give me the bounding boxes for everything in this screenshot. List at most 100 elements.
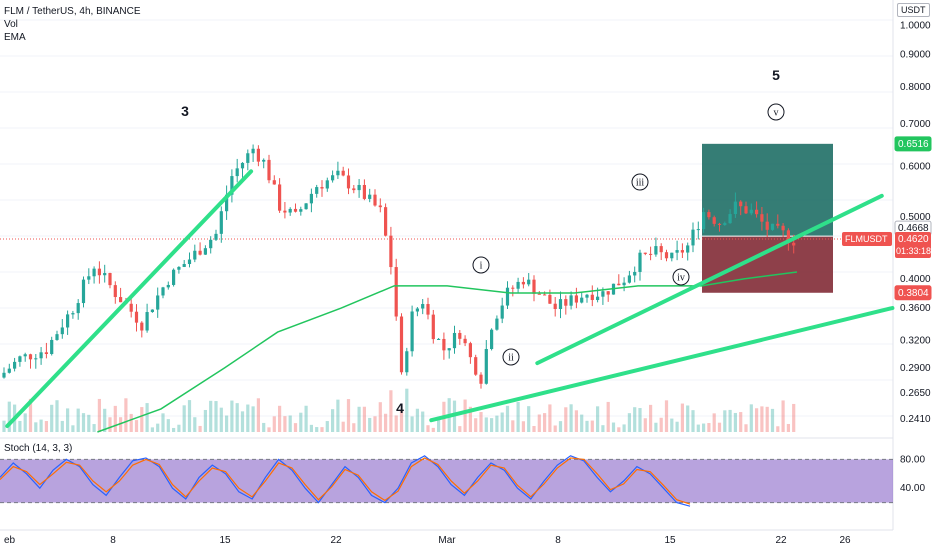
volume-bar xyxy=(103,408,107,432)
wave-circle xyxy=(631,173,649,191)
candle-body xyxy=(452,332,457,349)
candle-body xyxy=(664,252,669,259)
trendline xyxy=(429,306,895,423)
candle-body xyxy=(765,221,769,230)
volume-bar xyxy=(596,406,600,432)
stoch-k-line xyxy=(0,455,691,507)
candle-body xyxy=(39,352,43,359)
y-tick-label: 1.0000 xyxy=(900,20,931,31)
candle-body xyxy=(723,223,727,225)
volume-bar xyxy=(23,413,27,432)
candle-body xyxy=(150,309,154,313)
currency-button[interactable]: USDT xyxy=(897,3,930,17)
volume-bar xyxy=(399,410,404,432)
candle-body xyxy=(288,208,292,213)
stoch-legend: Stoch (14, 3, 3) xyxy=(4,443,73,454)
wave-circle xyxy=(502,348,520,366)
volume-bar xyxy=(765,406,769,432)
candle-body xyxy=(315,187,319,194)
candle-body xyxy=(521,281,525,285)
volume-bar xyxy=(723,410,727,432)
volume-bar xyxy=(225,415,229,432)
volume-bar xyxy=(664,400,669,432)
volume-bar xyxy=(500,412,504,432)
volume-bar xyxy=(601,425,605,432)
volume-bar xyxy=(362,406,366,432)
volume-bar xyxy=(495,415,499,432)
volume-bar xyxy=(198,425,202,432)
candle-body xyxy=(119,297,123,303)
candle-body xyxy=(214,233,218,240)
candle-body xyxy=(140,322,144,331)
volume-bar xyxy=(617,427,621,432)
candle-body xyxy=(44,352,48,354)
volume-bar xyxy=(564,407,568,432)
candle-body xyxy=(484,349,488,384)
volume-bar xyxy=(187,400,192,432)
y-tick-label: 0.5000 xyxy=(900,212,931,223)
candle-body xyxy=(13,361,17,369)
volume-bar xyxy=(325,421,329,432)
volume-bar xyxy=(527,406,531,432)
candle-body xyxy=(55,334,59,340)
candle-body xyxy=(421,304,425,309)
candle-body xyxy=(405,351,409,373)
candle-body xyxy=(357,184,361,191)
volume-bar xyxy=(113,405,117,432)
candle-body xyxy=(569,295,573,306)
volume-bar xyxy=(702,423,706,432)
candle-body xyxy=(463,338,467,344)
wave-label: 5 xyxy=(772,67,780,83)
candle-body xyxy=(134,311,139,323)
volume-bar xyxy=(87,414,91,432)
candle-body xyxy=(384,207,388,236)
volume-bar xyxy=(776,426,780,432)
candle-body xyxy=(2,372,6,378)
volume-bar xyxy=(304,405,308,432)
volume-bar xyxy=(712,413,716,432)
ema-legend: EMA xyxy=(4,32,26,43)
candle-body xyxy=(675,250,679,253)
volume-bar xyxy=(124,398,128,432)
candle-body xyxy=(505,287,510,306)
volume-bar xyxy=(60,420,64,432)
volume-bar xyxy=(421,411,425,432)
volume-bar xyxy=(150,427,154,432)
volume-bar xyxy=(733,412,737,432)
wave-circle xyxy=(672,268,690,286)
volume-bar xyxy=(537,414,541,432)
volume-bar xyxy=(717,422,722,432)
candle-body xyxy=(633,271,637,276)
volume-bar xyxy=(622,424,626,432)
volume-bar xyxy=(315,427,319,432)
price-tag-text: 0.3804 xyxy=(898,288,929,299)
volume-bar xyxy=(18,420,22,432)
candle-body xyxy=(81,279,86,304)
stoch-y-label: 40.00 xyxy=(900,483,925,494)
volume-bar xyxy=(278,405,282,432)
candle-body xyxy=(166,284,170,288)
candle-body xyxy=(92,268,96,277)
candle-body xyxy=(458,332,462,339)
x-tick-label: 8 xyxy=(110,535,116,546)
candle-body xyxy=(156,295,160,310)
volume-bar xyxy=(431,427,435,432)
candle-body xyxy=(574,295,578,303)
candle-body xyxy=(262,159,266,162)
candle-body xyxy=(235,168,239,177)
candle-body xyxy=(320,187,324,189)
candle-body xyxy=(283,210,287,213)
volume-bar xyxy=(670,418,674,432)
candle-body xyxy=(702,212,706,230)
volume-bar xyxy=(389,390,393,432)
candle-body xyxy=(336,170,340,176)
wave-circle xyxy=(767,103,785,121)
candle-body xyxy=(97,268,101,276)
wave-sublabel: iv xyxy=(677,273,685,284)
volume-bar xyxy=(140,407,144,432)
volume-bar xyxy=(490,418,494,432)
candle-body xyxy=(240,162,245,169)
symbol-tag-text: FLMUSDT xyxy=(845,234,888,244)
